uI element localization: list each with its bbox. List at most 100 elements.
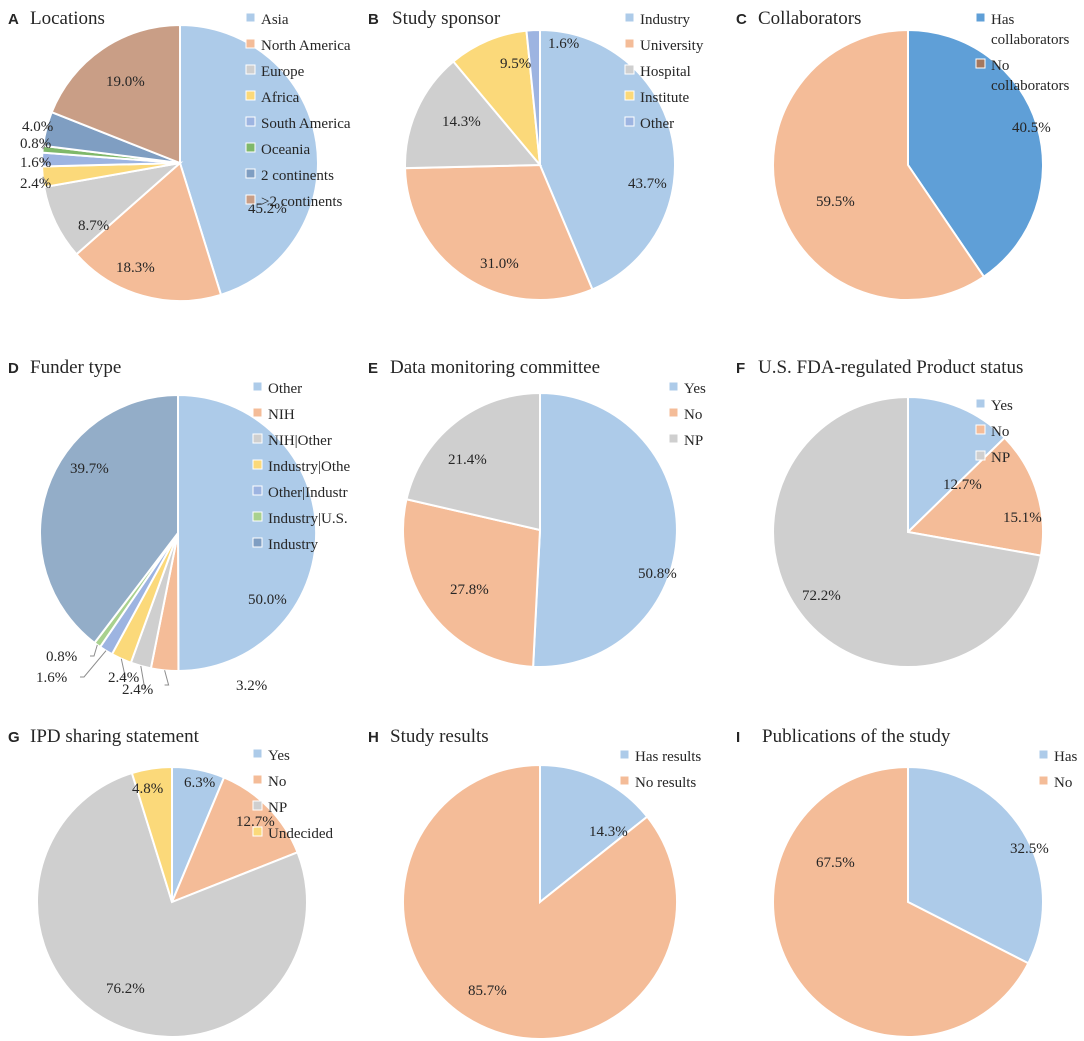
legend-swatch — [975, 398, 986, 409]
legend-label: Yes — [991, 398, 1013, 414]
legend-swatch — [668, 381, 679, 392]
legend-swatch — [252, 485, 263, 496]
legend-label: No — [268, 774, 286, 790]
slice-label: 1.6% — [20, 155, 51, 171]
legend-label: Asia — [261, 12, 289, 28]
legend-label: NP — [268, 800, 287, 816]
slice-label: 2.4% — [20, 176, 51, 192]
panel-letter: E — [368, 360, 378, 377]
legend-label: Yes — [684, 381, 706, 397]
pie-slice — [772, 765, 1030, 1038]
panel-letter: A — [8, 11, 19, 28]
pie-slice — [36, 771, 308, 1038]
legend-label: South America — [261, 116, 351, 132]
panel-letter: B — [368, 11, 379, 28]
slice-label: 6.3% — [184, 775, 215, 791]
legend-label: Yes — [268, 748, 290, 764]
legend-label: Has results — [635, 749, 701, 765]
slice-label: 15.1% — [1003, 510, 1042, 526]
slice-label: 31.0% — [480, 256, 519, 272]
slice-label: 67.5% — [816, 855, 855, 871]
legend-swatch — [975, 58, 986, 69]
legend-label: Other — [268, 381, 302, 397]
legend-label: >2 continents — [261, 194, 343, 210]
legend-label: collaborators — [991, 32, 1069, 48]
panel-title: Locations — [30, 8, 105, 29]
panel-letter: C — [736, 11, 747, 28]
panel-i: I Publications of the study 32.5% 67.5% Has N… — [736, 726, 1077, 1038]
pie-slice — [539, 28, 676, 291]
slice-label: 45.2% — [248, 201, 287, 217]
leader-line — [46, 125, 52, 130]
legend-swatch — [245, 64, 256, 75]
pie-slice — [404, 163, 594, 301]
legend-swatch — [975, 450, 986, 461]
legend-label: Africa — [261, 90, 300, 106]
slice-label: 59.5% — [816, 194, 855, 210]
pie-slice — [772, 395, 1043, 668]
pie-slice — [907, 765, 1044, 965]
legend-swatch — [1038, 749, 1049, 760]
legend-swatch — [668, 407, 679, 418]
legend-swatch — [252, 800, 263, 811]
panel-b: B Study sponsor 43.7% 31.0% 14.3% 9.5% 1.6% Ind… — [368, 8, 704, 301]
slice-label: 1.6% — [548, 36, 579, 52]
legend-swatch — [624, 90, 635, 101]
slice-label: 43.7% — [628, 176, 667, 192]
panel-letter: D — [8, 360, 19, 377]
legend-swatch — [252, 537, 263, 548]
slice-label: 2.4% — [108, 670, 139, 686]
legend-swatch — [975, 424, 986, 435]
legend-swatch — [624, 64, 635, 75]
leader-line — [42, 176, 48, 184]
legend-label: Oceania — [261, 142, 310, 158]
legend-swatch — [252, 511, 263, 522]
legend-swatch — [252, 748, 263, 759]
slice-label: 14.3% — [442, 114, 481, 130]
pie-slice — [907, 28, 1044, 279]
legend-label: NIH — [268, 407, 295, 423]
slice-label: 12.7% — [943, 477, 982, 493]
pie-slice — [402, 763, 678, 1040]
pie-slice — [50, 23, 181, 165]
legend-label: Hospital — [640, 64, 691, 80]
panel-letter: F — [736, 360, 745, 377]
legend-swatch — [624, 38, 635, 49]
panel-letter: G — [8, 729, 20, 746]
legend-label: NP — [684, 433, 703, 449]
panel-letter: H — [368, 729, 379, 746]
leader-line — [80, 650, 107, 678]
pie-slice — [130, 765, 173, 903]
panel-g: G IPD sharing statement 6.3% 12.7% 76.2% 4.8%… — [8, 726, 333, 1038]
pie-slice — [532, 391, 678, 668]
legend-label: Europe — [261, 64, 305, 80]
panel-letter: I — [736, 729, 740, 746]
legend-swatch — [245, 38, 256, 49]
legend-label: No results — [635, 775, 696, 791]
slice-label: 76.2% — [106, 981, 145, 997]
pie-slice — [39, 393, 179, 645]
slice-label: 39.7% — [70, 461, 109, 477]
legend-swatch — [619, 749, 630, 760]
pie-slice — [402, 498, 542, 668]
legend-label: Industry|U.S. — [268, 511, 348, 527]
slice-label: 0.8% — [46, 649, 77, 665]
slice-label: 9.5% — [500, 56, 531, 72]
leader-line — [42, 142, 48, 150]
leader-line — [90, 644, 98, 657]
pie-slice — [525, 28, 541, 166]
panel-title: Funder type — [30, 357, 121, 378]
panel-f: F U.S. FDA-regulated Product status 12.7% 1… — [736, 357, 1044, 668]
leader-line — [120, 658, 126, 678]
legend-label: North America — [261, 38, 351, 54]
legend-label: No — [684, 407, 702, 423]
legend-label: University — [640, 38, 704, 54]
slice-label: 19.0% — [106, 74, 145, 90]
pie-slice — [179, 23, 319, 297]
legend-swatch — [624, 116, 635, 127]
panel-title: Study sponsor — [392, 8, 501, 29]
panel-title: Study results — [390, 726, 489, 747]
slice-label: 40.5% — [1012, 120, 1051, 136]
panel-title: U.S. FDA-regulated Product status — [758, 357, 1023, 378]
legend-swatch — [245, 168, 256, 179]
